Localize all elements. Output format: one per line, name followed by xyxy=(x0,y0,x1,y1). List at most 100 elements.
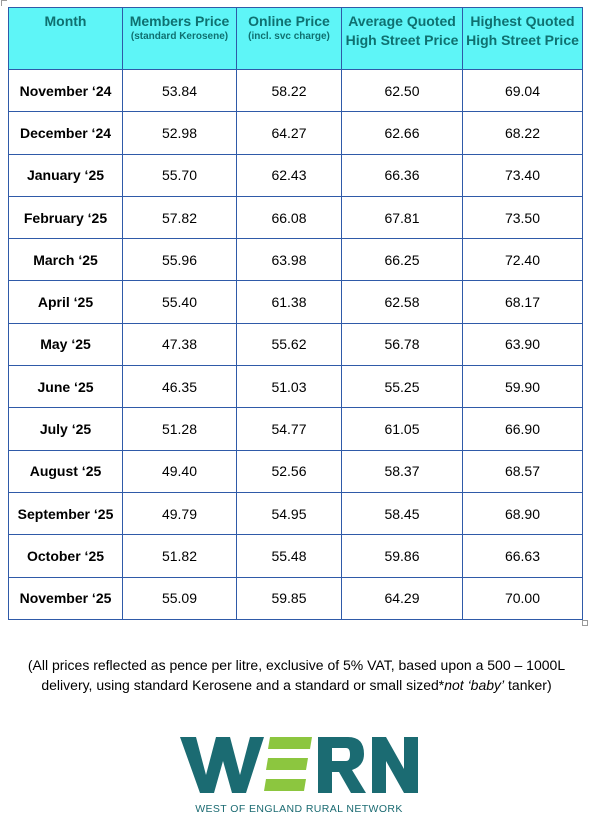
highest-price-cell: 73.40 xyxy=(462,153,583,197)
header-label: Members Price xyxy=(129,13,230,29)
table-resize-handle[interactable] xyxy=(582,620,588,626)
average-price-cell: 56.78 xyxy=(341,322,463,367)
online-price-cell: 54.95 xyxy=(236,491,342,536)
month-cell: April ‘25 xyxy=(8,280,123,324)
online-price-cell: 55.48 xyxy=(236,534,342,578)
average-price-cell: 55.25 xyxy=(341,365,463,409)
members-price-cell: 57.82 xyxy=(122,195,237,240)
table-row: September ‘25 49.79 54.95 58.45 68.90 xyxy=(8,491,583,536)
header-label: Average Quoted High Street Price xyxy=(345,13,459,48)
highest-price-cell: 68.90 xyxy=(462,491,583,536)
members-price-cell: 55.96 xyxy=(122,238,237,282)
online-price-cell: 52.56 xyxy=(236,449,342,493)
footnote-line-1: (All prices reflected as pence per litre… xyxy=(27,657,566,673)
highest-price-cell: 59.90 xyxy=(462,365,583,409)
highest-price-cell: 68.17 xyxy=(462,280,583,324)
month-cell: December ‘24 xyxy=(8,111,123,155)
month-cell: March ‘25 xyxy=(8,238,123,282)
table-row: October ‘25 51.82 55.48 59.86 66.63 xyxy=(8,534,583,578)
members-price-cell: 55.40 xyxy=(122,280,237,324)
table-row: January ‘25 55.70 62.43 66.36 73.40 xyxy=(8,153,583,197)
online-price-cell: 59.85 xyxy=(236,576,342,621)
table-row: August ‘25 49.40 52.56 58.37 68.57 xyxy=(8,449,583,493)
header-sublabel: (standard Kerosene) xyxy=(130,31,229,42)
footnote-text-end: tanker) xyxy=(504,677,552,693)
average-price-cell: 62.58 xyxy=(341,280,463,324)
average-price-cell: 58.45 xyxy=(341,491,463,536)
online-price-cell: 51.03 xyxy=(236,365,342,409)
online-price-cell: 58.22 xyxy=(236,68,342,113)
header-sublabel: (incl. svc charge) xyxy=(248,31,330,42)
members-price-cell: 49.40 xyxy=(122,449,237,493)
members-price-cell: 52.98 xyxy=(122,111,237,155)
highest-price-cell: 69.04 xyxy=(462,68,583,113)
average-price-cell: 62.66 xyxy=(341,111,463,155)
month-cell: September ‘25 xyxy=(8,491,123,536)
highest-price-cell: 66.63 xyxy=(462,534,583,578)
average-price-cell: 64.29 xyxy=(341,576,463,621)
footnote-text: delivery, using standard Kerosene and a … xyxy=(41,677,445,693)
average-price-cell: 67.81 xyxy=(341,195,463,240)
average-price-cell: 66.36 xyxy=(341,153,463,197)
logo-tagline: WEST OF ENGLAND RURAL NETWORK xyxy=(195,803,403,815)
header-label: Month xyxy=(44,13,87,29)
table-row: February ‘25 57.82 66.08 67.81 73.50 xyxy=(8,195,583,240)
price-footnote: (All prices reflected as pence per litre… xyxy=(0,655,593,695)
anchor-mark xyxy=(1,0,7,6)
month-cell: August ‘25 xyxy=(8,449,123,493)
members-price-cell: 53.84 xyxy=(122,68,237,113)
members-price-cell: 47.38 xyxy=(122,322,237,367)
table-row: November ‘24 53.84 58.22 62.50 69.04 xyxy=(8,68,583,113)
month-cell: October ‘25 xyxy=(8,534,123,578)
wern-logo-icon xyxy=(180,737,418,793)
online-price-cell: 55.62 xyxy=(236,322,342,367)
month-cell: July ‘25 xyxy=(8,407,123,451)
highest-price-cell: 72.40 xyxy=(462,238,583,282)
average-price-cell: 61.05 xyxy=(341,407,463,451)
header-average-price: Average Quoted High Street Price xyxy=(341,7,463,70)
header-members-price: Members Price (standard Kerosene) xyxy=(122,7,237,70)
highest-price-cell: 70.00 xyxy=(462,576,583,621)
members-price-cell: 49.79 xyxy=(122,491,237,536)
header-label: Online Price xyxy=(248,13,330,29)
header-label: Highest Quoted High Street Price xyxy=(466,13,579,48)
footnote-emphasis: not ‘baby’ xyxy=(444,677,505,693)
table-row: April ‘25 55.40 61.38 62.58 68.17 xyxy=(8,280,583,324)
average-price-cell: 58.37 xyxy=(341,449,463,493)
online-price-cell: 62.43 xyxy=(236,153,342,197)
average-price-cell: 62.50 xyxy=(341,68,463,113)
members-price-cell: 55.09 xyxy=(122,576,237,621)
online-price-cell: 54.77 xyxy=(236,407,342,451)
header-highest-price: Highest Quoted High Street Price xyxy=(462,7,583,70)
month-cell: November ‘25 xyxy=(8,576,123,621)
table-row: July ‘25 51.28 54.77 61.05 66.90 xyxy=(8,407,583,451)
members-price-cell: 51.28 xyxy=(122,407,237,451)
highest-price-cell: 63.90 xyxy=(462,322,583,367)
online-price-cell: 63.98 xyxy=(236,238,342,282)
table-row: May ‘25 47.38 55.62 56.78 63.90 xyxy=(8,322,583,367)
online-price-cell: 66.08 xyxy=(236,195,342,240)
month-cell: February ‘25 xyxy=(8,195,123,240)
month-cell: June ‘25 xyxy=(8,365,123,409)
average-price-cell: 66.25 xyxy=(341,238,463,282)
table-row: March ‘25 55.96 63.98 66.25 72.40 xyxy=(8,238,583,282)
table-row: December ‘24 52.98 64.27 62.66 68.22 xyxy=(8,111,583,155)
table-row: June ‘25 46.35 51.03 55.25 59.90 xyxy=(8,365,583,409)
wern-logo: WEST OF ENGLAND RURAL NETWORK xyxy=(180,737,418,815)
price-table: Month Members Price (standard Kerosene) … xyxy=(8,7,583,621)
highest-price-cell: 68.22 xyxy=(462,111,583,155)
average-price-cell: 59.86 xyxy=(341,534,463,578)
month-cell: May ‘25 xyxy=(8,322,123,367)
highest-price-cell: 68.57 xyxy=(462,449,583,493)
footnote-line-2: delivery, using standard Kerosene and a … xyxy=(0,675,593,695)
header-online-price: Online Price (incl. svc charge) xyxy=(236,7,342,70)
highest-price-cell: 73.50 xyxy=(462,195,583,240)
month-cell: January ‘25 xyxy=(8,153,123,197)
members-price-cell: 46.35 xyxy=(122,365,237,409)
online-price-cell: 61.38 xyxy=(236,280,342,324)
header-row: Month Members Price (standard Kerosene) … xyxy=(8,7,583,70)
highest-price-cell: 66.90 xyxy=(462,407,583,451)
online-price-cell: 64.27 xyxy=(236,111,342,155)
table-row: November ‘25 55.09 59.85 64.29 70.00 xyxy=(8,576,583,621)
month-cell: November ‘24 xyxy=(8,68,123,113)
